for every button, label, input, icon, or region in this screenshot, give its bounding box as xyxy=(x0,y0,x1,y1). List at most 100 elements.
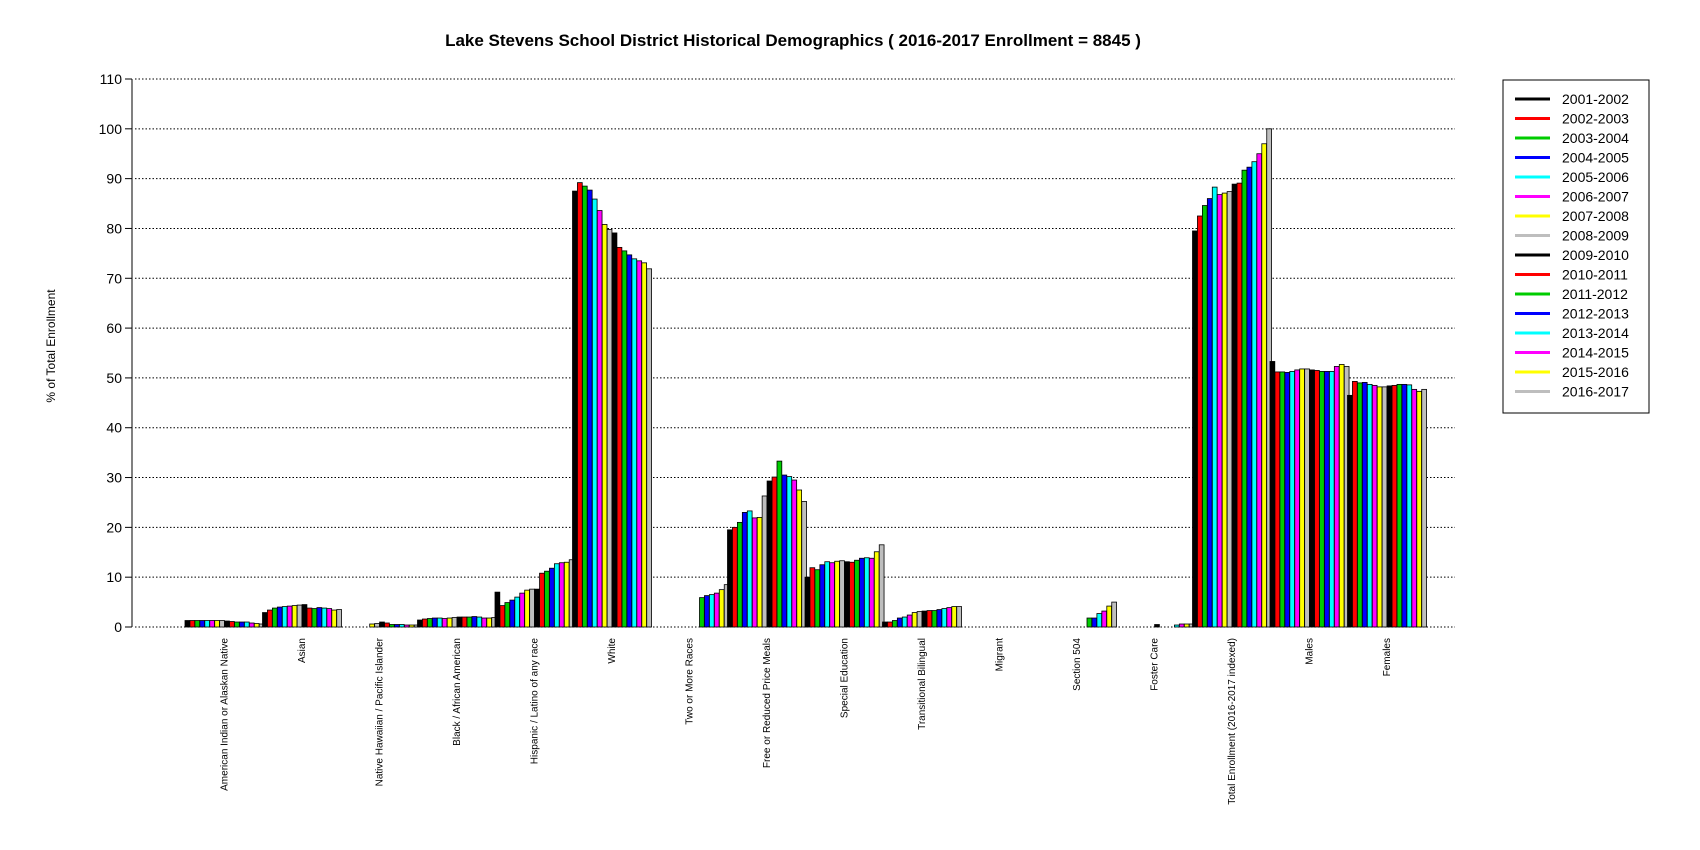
bar xyxy=(864,557,870,628)
y-tick-label: 10 xyxy=(106,569,122,585)
bar xyxy=(224,620,230,628)
bar xyxy=(1401,383,1408,628)
bar xyxy=(514,596,520,628)
bar xyxy=(896,617,903,628)
bar xyxy=(291,605,298,628)
bar xyxy=(756,517,763,628)
bar xyxy=(189,620,196,628)
bar xyxy=(331,609,337,628)
bar xyxy=(941,608,948,628)
bar xyxy=(1206,198,1213,628)
bar xyxy=(906,614,913,628)
x-tick-label: Two or More Races xyxy=(685,638,696,725)
bar xyxy=(586,189,593,628)
bar xyxy=(921,610,928,628)
bar xyxy=(727,529,733,628)
bar xyxy=(271,607,278,628)
y-tick-label: 40 xyxy=(106,420,122,436)
bar xyxy=(859,557,865,628)
bar xyxy=(481,617,488,628)
bar xyxy=(1256,153,1263,628)
bar xyxy=(631,258,638,628)
bar xyxy=(809,567,816,628)
bar xyxy=(311,608,318,628)
bar xyxy=(1366,383,1373,628)
bar xyxy=(194,620,201,628)
bar xyxy=(466,616,473,628)
legend-label: 2002-2003 xyxy=(1562,111,1629,127)
bar xyxy=(1091,617,1098,628)
bar xyxy=(1338,364,1345,628)
bar xyxy=(398,624,405,628)
bar xyxy=(751,517,758,628)
legend-label: 2004-2005 xyxy=(1562,150,1629,166)
bar xyxy=(369,623,375,628)
bar xyxy=(814,569,821,628)
x-tick-label: Foster Care xyxy=(1150,638,1161,691)
bar xyxy=(336,609,342,628)
bar xyxy=(926,610,933,628)
bar xyxy=(936,609,943,628)
legend-label: 2016-2017 xyxy=(1562,384,1629,400)
bar xyxy=(1294,369,1300,628)
bar xyxy=(1357,382,1363,628)
bar xyxy=(441,618,448,628)
bar xyxy=(1352,380,1358,628)
bar xyxy=(321,607,328,628)
bar xyxy=(504,602,511,628)
bar xyxy=(1314,370,1320,628)
bar xyxy=(601,224,608,628)
bar xyxy=(1216,194,1223,628)
x-tick-label: American Indian or Alaskan Native xyxy=(220,638,231,791)
bar xyxy=(451,617,458,628)
bar xyxy=(596,210,603,628)
bar xyxy=(801,501,807,628)
bar xyxy=(1096,613,1103,628)
bar xyxy=(761,495,768,628)
bar xyxy=(394,624,400,628)
bar xyxy=(558,562,565,628)
legend-label: 2015-2016 xyxy=(1562,364,1629,380)
bar xyxy=(771,476,778,628)
bar xyxy=(384,622,390,628)
bar xyxy=(854,559,860,628)
bar xyxy=(1154,624,1160,628)
bar xyxy=(1279,371,1286,628)
bar xyxy=(253,623,260,628)
x-tick-label: Black / African American xyxy=(452,638,463,746)
legend-label: 2003-2004 xyxy=(1562,130,1629,146)
y-axis-label: % of Total Enrollment xyxy=(44,289,58,403)
bar xyxy=(1319,371,1325,628)
y-axis: 0 10 20 30 40 50 60 70 80 90 100 110 xyxy=(99,71,133,635)
bar xyxy=(316,607,323,628)
bar xyxy=(916,611,923,628)
bar xyxy=(849,561,855,628)
bar xyxy=(791,479,798,628)
bar xyxy=(892,620,898,628)
bar xyxy=(1106,605,1113,628)
bar xyxy=(1086,617,1093,628)
bar xyxy=(878,544,885,628)
bar xyxy=(766,480,773,628)
bar xyxy=(786,476,793,628)
bar xyxy=(1241,169,1248,628)
x-tick-label: Free or Reduced Price Meals xyxy=(762,638,773,768)
bar xyxy=(209,620,215,628)
legend-label: 2014-2015 xyxy=(1562,345,1629,361)
bar xyxy=(563,561,570,628)
bar xyxy=(1299,368,1305,628)
bar xyxy=(901,616,908,628)
bar xyxy=(239,621,245,628)
bar xyxy=(718,589,725,628)
bar xyxy=(646,268,652,628)
bar xyxy=(431,617,438,628)
bar xyxy=(296,604,303,628)
legend-label: 2009-2010 xyxy=(1562,247,1629,263)
bars xyxy=(184,128,1427,628)
bar xyxy=(486,617,492,628)
bar xyxy=(796,489,802,628)
legend-label: 2005-2006 xyxy=(1562,169,1629,185)
x-tick-label: Transitional Bilingual xyxy=(917,638,928,730)
bar xyxy=(549,567,555,628)
bar xyxy=(276,606,283,628)
